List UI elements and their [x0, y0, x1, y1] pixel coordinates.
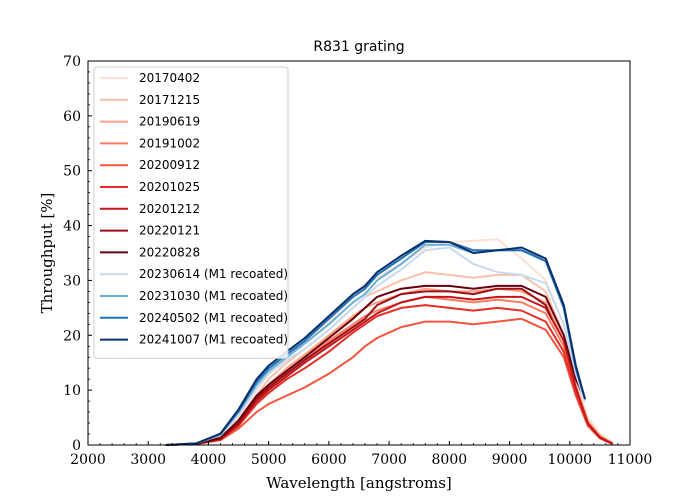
y-tick-label-6: 60 [63, 109, 81, 125]
x-axis-label: Wavelength [angstroms] [266, 474, 452, 492]
legend-label-3: 20191002 [139, 136, 200, 150]
x-tick-label-8: 10000 [548, 452, 593, 468]
y-axis-label: Throughput [%] [38, 193, 56, 314]
x-tick-label-6: 8000 [432, 452, 468, 468]
x-tick-label-0: 2000 [70, 452, 106, 468]
series-line-4 [165, 317, 613, 446]
y-tick-label-2: 20 [63, 328, 81, 344]
legend-label-1: 20171215 [139, 93, 200, 107]
legend-label-7: 20220121 [139, 224, 200, 238]
series-line-10 [165, 243, 586, 446]
x-tick-label-4: 6000 [311, 452, 347, 468]
legend-label-11: 20240502 (M1 recoated) [139, 311, 288, 325]
series-line-8 [165, 284, 586, 446]
series-line-5 [165, 304, 613, 446]
x-tick-label-9: 11000 [608, 452, 653, 468]
series-lines [165, 238, 613, 446]
x-tick-label-7: 9000 [492, 452, 528, 468]
y-tick-label-7: 70 [63, 54, 81, 70]
legend: 20170402 20171215 20190619 20191002 20200912… [93, 66, 289, 359]
x-tick-label-1: 3000 [130, 452, 166, 468]
legend-label-4: 20200912 [139, 158, 200, 172]
series-line-6 [165, 295, 613, 446]
legend-label-5: 20201025 [139, 180, 200, 194]
x-tick-label-3: 5000 [251, 452, 287, 468]
x-axis-ticks: 2000 3000 4000 5000 6000 7000 8000 9000 10000 110… [70, 441, 652, 468]
legend-box [93, 66, 289, 359]
legend-label-0: 20170402 [139, 71, 200, 85]
series-line-12 [165, 239, 586, 446]
x-tick-label-5: 7000 [371, 452, 407, 468]
plot-frame [87, 60, 631, 446]
series-line-7 [165, 287, 553, 446]
legend-label-8: 20220828 [139, 245, 200, 259]
y-tick-label-1: 10 [63, 383, 81, 399]
legend-label-9: 20230614 (M1 recoated) [139, 267, 288, 281]
y-tick-label-4: 40 [63, 219, 81, 235]
legend-label-10: 20231030 (M1 recoated) [139, 289, 288, 303]
y-axis-ticks: 0 10 20 30 40 50 60 70 [63, 54, 92, 454]
legend-label-2: 20190619 [139, 115, 200, 129]
y-tick-label-5: 50 [63, 164, 81, 180]
series-line-11 [165, 241, 586, 446]
y-tick-label-3: 30 [63, 273, 81, 289]
legend-label-12: 20241007 (M1 recoated) [139, 333, 288, 347]
series-line-9 [165, 246, 586, 446]
x-tick-label-2: 4000 [191, 452, 227, 468]
legend-label-6: 20201212 [139, 202, 200, 216]
chart-title: R831 grating [313, 39, 404, 55]
y-tick-label-0: 0 [72, 438, 81, 454]
